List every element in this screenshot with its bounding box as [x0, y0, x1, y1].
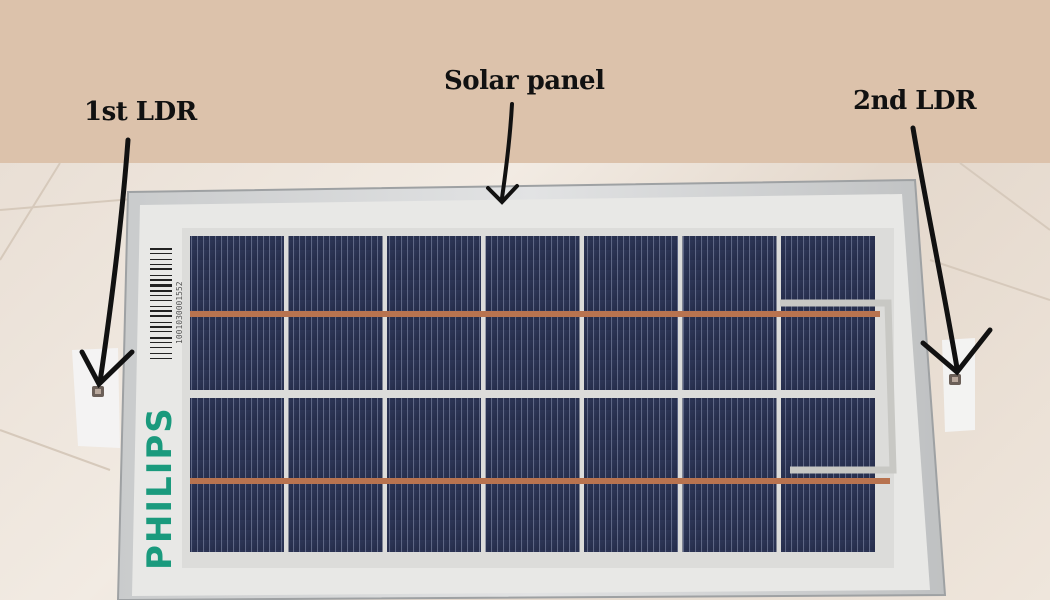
solar-cell — [682, 398, 777, 552]
first-ldr-sensor — [72, 348, 120, 448]
barcode-bar — [150, 358, 172, 359]
second-ldr-label: 2nd LDR — [853, 86, 977, 116]
barcode — [150, 248, 172, 359]
barcode-bar — [150, 259, 172, 260]
barcode-bar — [150, 275, 172, 276]
brand-logo-text: PHILIPS — [140, 406, 180, 570]
barcode-bar — [150, 342, 172, 343]
solar-cell — [584, 398, 678, 552]
barcode-bar — [150, 353, 172, 354]
barcode-bar — [150, 337, 172, 339]
barcode-bar — [150, 331, 172, 332]
barcode-bar — [150, 284, 172, 287]
solar-cell — [781, 398, 875, 552]
solar-panel-label: Solar panel — [444, 66, 605, 96]
barcode-bar — [150, 290, 172, 292]
barcode-number: 1001030001552 — [175, 281, 184, 344]
barcode-bar — [150, 300, 172, 301]
barcode-bar — [150, 253, 172, 254]
busbar-wiring — [190, 299, 897, 484]
first-ldr-arrow — [79, 137, 135, 389]
barcode-bar — [150, 295, 172, 296]
first-ldr-label: 1st LDR — [84, 97, 197, 127]
solar-cell — [387, 398, 481, 552]
solar-cell — [485, 398, 580, 552]
barcode-bar — [150, 248, 172, 250]
annotation-band — [0, 0, 1050, 163]
barcode-bar — [150, 315, 172, 317]
barcode-bar — [150, 268, 172, 270]
barcode-bar — [150, 264, 172, 265]
barcode-bar — [150, 310, 172, 312]
floor-tile-lines — [0, 162, 1050, 471]
solar-panel-arrow — [486, 102, 519, 205]
barcode-bar — [150, 322, 172, 323]
barcode-bar — [150, 347, 172, 348]
barcode-bar — [150, 306, 172, 307]
solar-cell — [288, 398, 383, 552]
second-ldr-arrow — [910, 125, 993, 376]
barcode-bar — [150, 326, 172, 328]
solar-cell — [190, 398, 284, 552]
barcode-bar — [150, 279, 172, 281]
